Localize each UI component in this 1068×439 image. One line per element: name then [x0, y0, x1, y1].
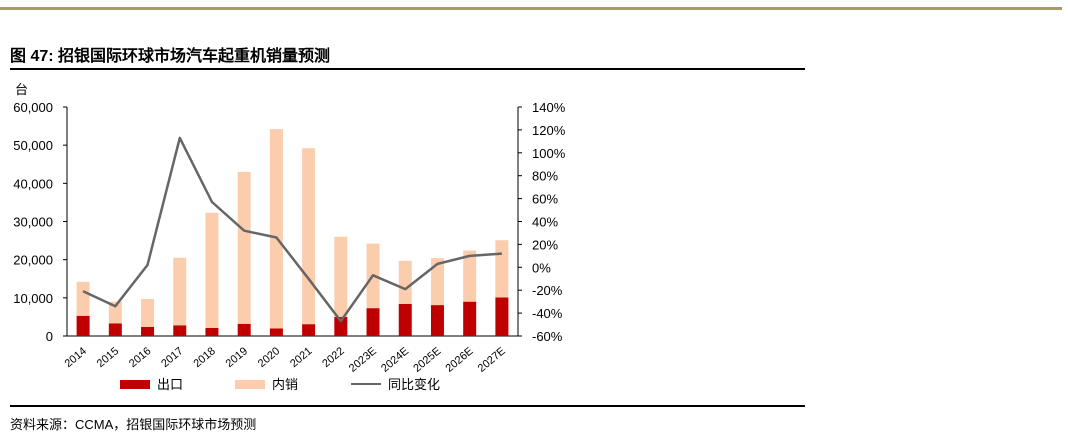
- y-left-tick-label: 0: [46, 329, 53, 344]
- y-right-tick-label: 100%: [532, 146, 566, 161]
- y-right-tick-label: -20%: [532, 283, 563, 298]
- bar-domestic-2024E: [398, 260, 412, 304]
- y-left-tick-label: 40,000: [13, 176, 53, 191]
- y-right-tick-label: -60%: [532, 329, 563, 344]
- y-right-tick-label: 20%: [532, 237, 558, 252]
- top-rule: [0, 7, 1062, 10]
- y-left-unit-label: 台: [15, 82, 28, 97]
- y-left-tick-label: 10,000: [13, 291, 53, 306]
- bar-export-2014: [76, 315, 90, 336]
- bar-domestic-2022: [334, 236, 348, 317]
- bar-domestic-2025E: [430, 258, 444, 306]
- x-tick-label-2017: 2017: [159, 345, 185, 370]
- y-right-tick-label: 80%: [532, 169, 558, 184]
- bar-export-2018: [205, 327, 219, 336]
- bar-domestic-2027E: [495, 240, 509, 298]
- x-tick-label-2023E: 2023E: [347, 345, 379, 375]
- bottom-rule: [10, 405, 805, 407]
- x-tick-label-2015: 2015: [95, 345, 121, 370]
- y-right-tick-label: 0%: [532, 260, 551, 275]
- y-right-tick-label: -40%: [532, 306, 563, 321]
- x-tick-label-2021: 2021: [288, 345, 314, 370]
- bar-export-2017: [173, 325, 187, 336]
- bar-export-2021: [302, 324, 316, 336]
- bar-export-2024E: [398, 303, 412, 336]
- y-right-tick-label: 120%: [532, 123, 566, 138]
- bar-export-2025E: [430, 305, 444, 336]
- bar-export-2020: [269, 328, 283, 336]
- y-left-tick-label: 50,000: [13, 138, 53, 153]
- y-right-tick-label: 60%: [532, 192, 558, 207]
- x-tick-label-2018: 2018: [191, 345, 217, 370]
- bar-export-2022: [334, 316, 348, 336]
- y-left-tick-label: 60,000: [13, 100, 53, 115]
- legend-swatch-domestic: [235, 380, 265, 389]
- x-tick-label-2026E: 2026E: [444, 345, 476, 375]
- legend-label-1: 内销: [272, 377, 298, 392]
- bar-export-2027E: [495, 297, 509, 336]
- y-right-tick-label: 40%: [532, 215, 558, 230]
- y-left-tick-label: 30,000: [13, 215, 53, 230]
- y-right-tick-label: 140%: [532, 100, 566, 115]
- bar-domestic-2021: [302, 148, 316, 325]
- bar-domestic-2015: [108, 301, 122, 324]
- title-rule: [10, 68, 805, 70]
- legend-label-0: 出口: [157, 377, 183, 392]
- bar-domestic-2017: [173, 257, 187, 326]
- x-tick-label-2027E: 2027E: [476, 345, 508, 375]
- bar-domestic-2016: [141, 298, 155, 327]
- x-tick-label-2024E: 2024E: [379, 345, 411, 375]
- x-tick-label-2019: 2019: [224, 345, 250, 370]
- bar-export-2019: [237, 323, 251, 336]
- x-tick-label-2016: 2016: [127, 345, 153, 370]
- legend-swatch-export: [120, 380, 150, 389]
- x-tick-label-2025E: 2025E: [411, 345, 443, 375]
- x-tick-label-2022: 2022: [320, 345, 346, 370]
- source-note: 资料来源：CCMA，招银国际环球市场预测: [10, 417, 257, 432]
- legend-label-2: 同比变化: [388, 377, 440, 392]
- bar-domestic-2018: [205, 212, 219, 328]
- figure-title: 图 47: 招银国际环球市场汽车起重机销量预测: [10, 48, 331, 65]
- bar-domestic-2020: [269, 129, 283, 329]
- bar-domestic-2014: [76, 281, 90, 316]
- bar-export-2016: [141, 326, 155, 336]
- x-tick-label-2020: 2020: [256, 345, 282, 370]
- line-yoy-change: [82, 136, 502, 323]
- bar-domestic-2026E: [463, 250, 477, 302]
- bar-export-2023E: [366, 308, 380, 336]
- y-left-tick-label: 20,000: [13, 253, 53, 268]
- bar-export-2026E: [463, 301, 477, 336]
- bar-domestic-2019: [237, 171, 251, 324]
- bar-export-2015: [108, 323, 122, 336]
- x-tick-label-2014: 2014: [63, 345, 89, 370]
